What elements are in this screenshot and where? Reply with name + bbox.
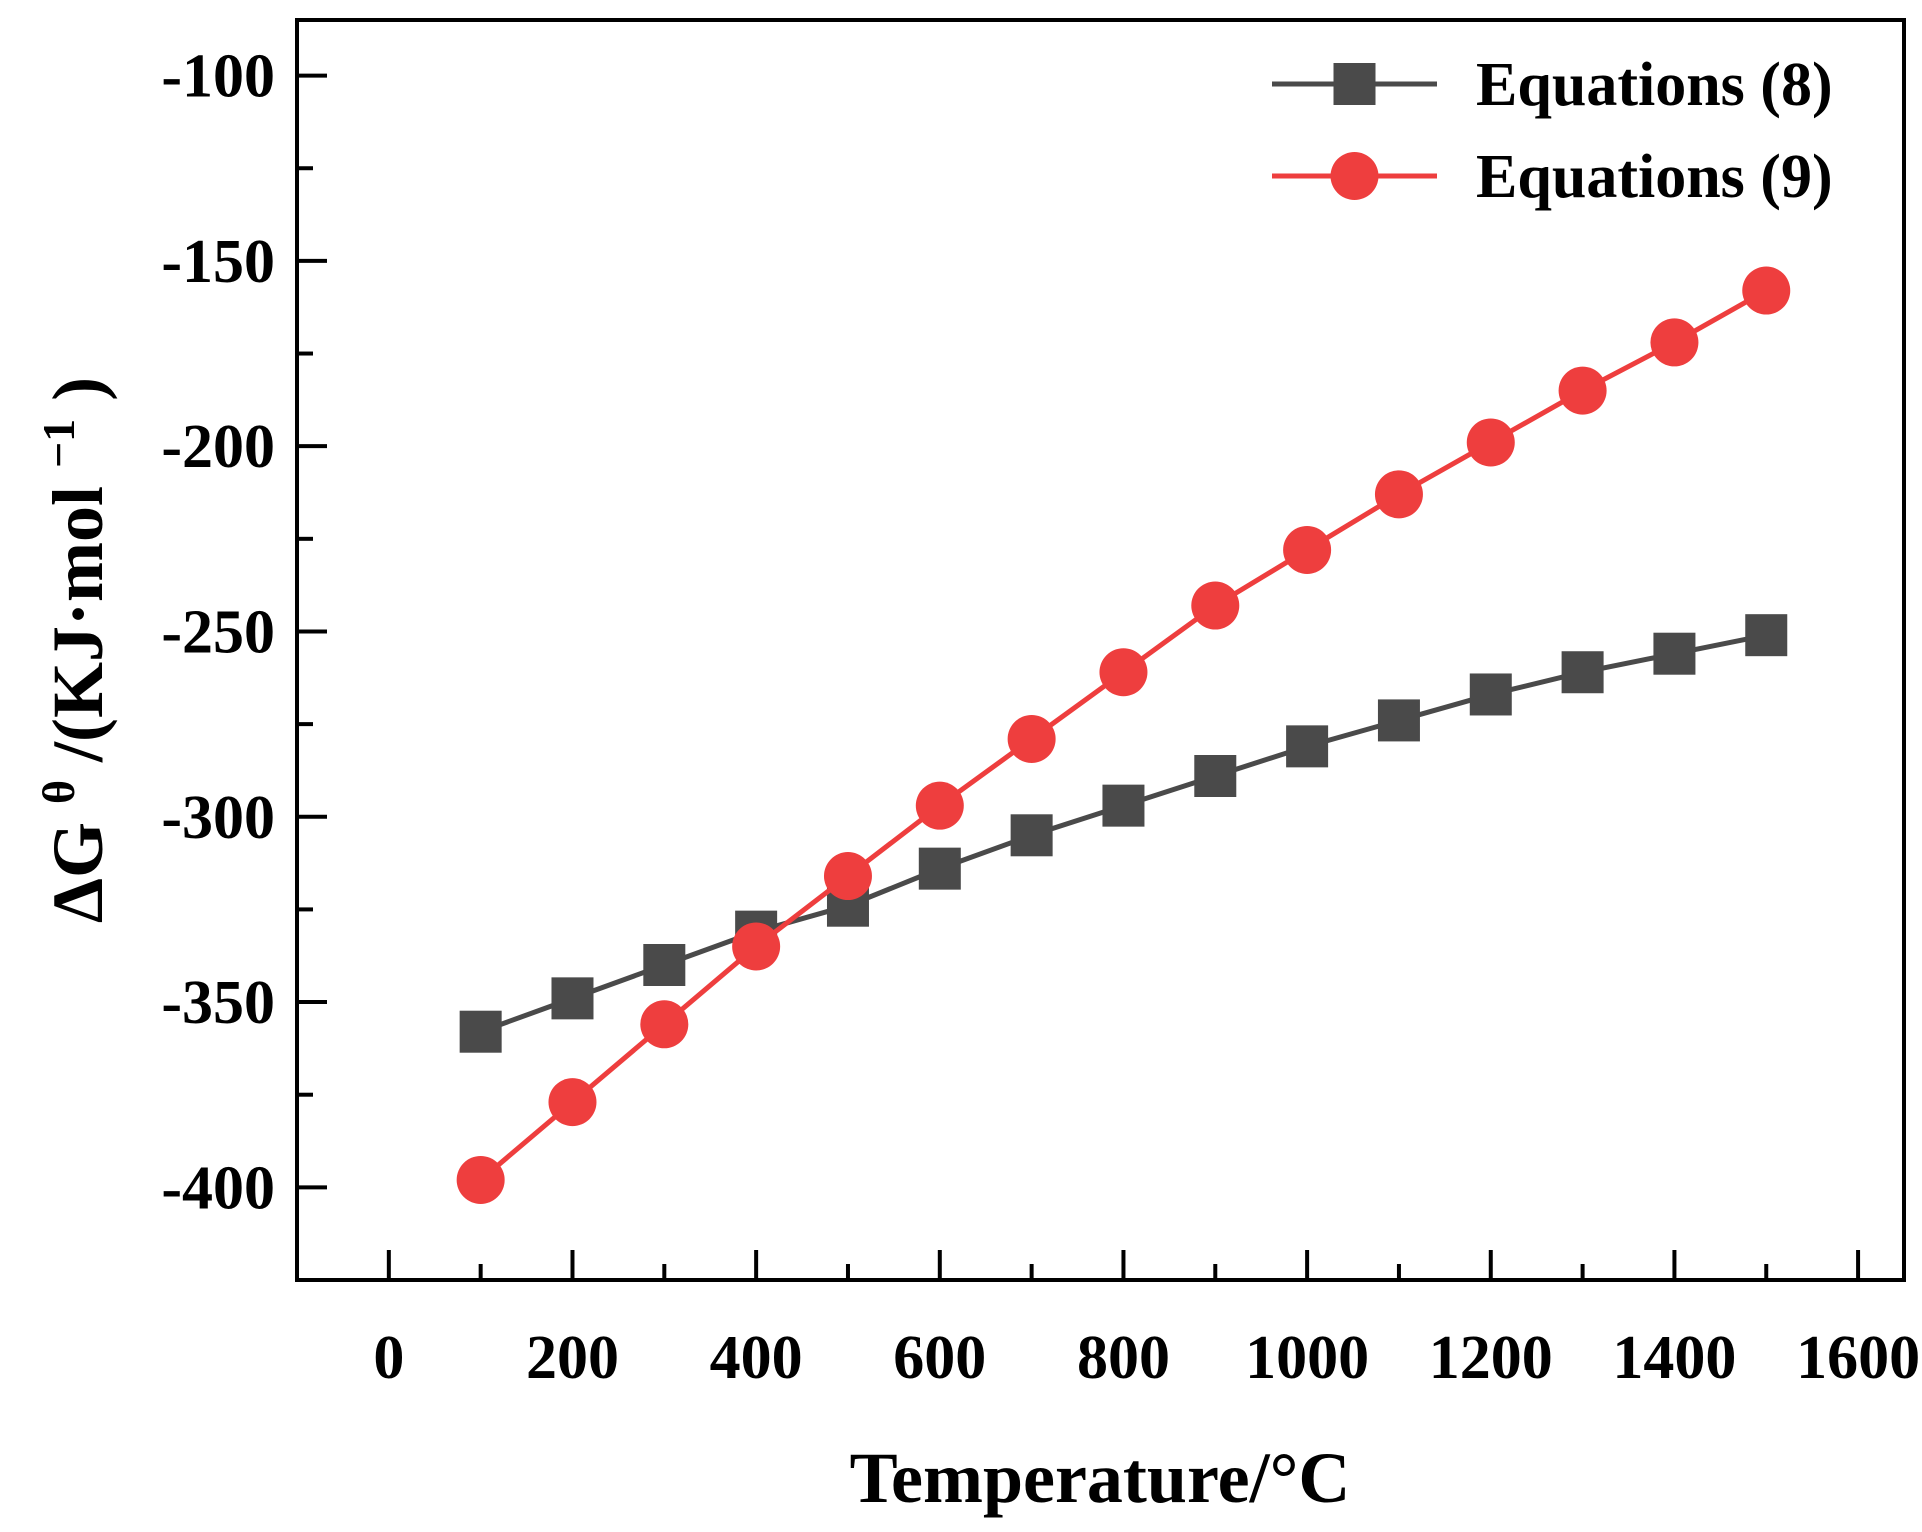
series-1-point (1377, 699, 1420, 742)
series-2-point (640, 1000, 689, 1049)
series-2-point (1466, 418, 1515, 467)
y-tick-label--300: -300 (161, 784, 275, 852)
series-1-point (1561, 651, 1604, 694)
x-tick-label-800: 800 (1077, 1324, 1170, 1392)
series-1-point (459, 1010, 502, 1053)
axis-ticks: 0 200 400 600 800 1000 1200 1400 1600 -100 -150 -20… (161, 43, 1920, 1392)
y-tick-label--350: -350 (161, 969, 275, 1037)
series-2-point (915, 781, 964, 830)
series-1-point (551, 977, 594, 1020)
x-tick-label-1200: 1200 (1429, 1324, 1553, 1392)
x-tick-label-1000: 1000 (1245, 1324, 1369, 1392)
series-2-point (1007, 714, 1056, 763)
x-axis-title: Temperature/°C (850, 1438, 1351, 1518)
x-tick-label-1400: 1400 (1612, 1324, 1736, 1392)
series-2-point (1374, 470, 1423, 519)
legend: Equations (8) Equations (9) (1272, 51, 1833, 211)
x-tick-label-1600: 1600 (1796, 1324, 1920, 1392)
series-2-point (548, 1078, 597, 1127)
series-2-point (456, 1155, 505, 1204)
y-label-sup2: −1 (33, 419, 84, 468)
legend-label-1: Equations (8) (1476, 51, 1833, 119)
y-tick-label--100: -100 (161, 43, 275, 111)
series-1-point (1286, 725, 1329, 768)
series-2-point (1191, 581, 1240, 630)
series-2-point (1558, 366, 1607, 415)
series-1-point (1010, 814, 1053, 857)
series-1-point (1194, 755, 1237, 797)
series-2-point (823, 852, 872, 901)
y-label-middle: /(KJ·mol (38, 486, 118, 763)
y-label-prefix: ΔG (38, 822, 118, 923)
series-line-2 (479, 288, 1768, 1182)
x-tick-label-400: 400 (710, 1324, 803, 1392)
series-group (456, 266, 1791, 1204)
series-2-point (1650, 318, 1699, 367)
series-1-point (1102, 784, 1145, 827)
plot-frame (295, 18, 1906, 1282)
y-label-sup1: θ (33, 780, 84, 804)
y-tick-label--150: -150 (161, 228, 275, 296)
series-1-point (1469, 673, 1512, 716)
series-1-point (1745, 614, 1788, 657)
x-tick-label-600: 600 (893, 1324, 986, 1392)
y-tick-label--250: -250 (161, 598, 275, 666)
series-2-point (732, 922, 781, 971)
y-label-suffix: ) (38, 377, 118, 401)
legend-marker-2 (1330, 152, 1379, 200)
legend-label-2: Equations (9) (1476, 143, 1833, 211)
legend-marker-1 (1333, 63, 1376, 105)
y-axis-title: ΔG θ /(KJ·mol −1 ) (10, 377, 118, 923)
series-2-point (1742, 266, 1791, 315)
x-tick-label-0: 0 (373, 1324, 404, 1392)
series-2-point (1099, 648, 1148, 697)
series-1-point (643, 944, 686, 986)
x-tick-label-200: 200 (526, 1324, 619, 1392)
y-tick-label--400: -400 (161, 1154, 275, 1222)
y-tick-label--200: -200 (161, 413, 275, 481)
series-2-point (1283, 525, 1332, 574)
series-1-point (1653, 632, 1696, 675)
series-1-point (918, 847, 961, 890)
